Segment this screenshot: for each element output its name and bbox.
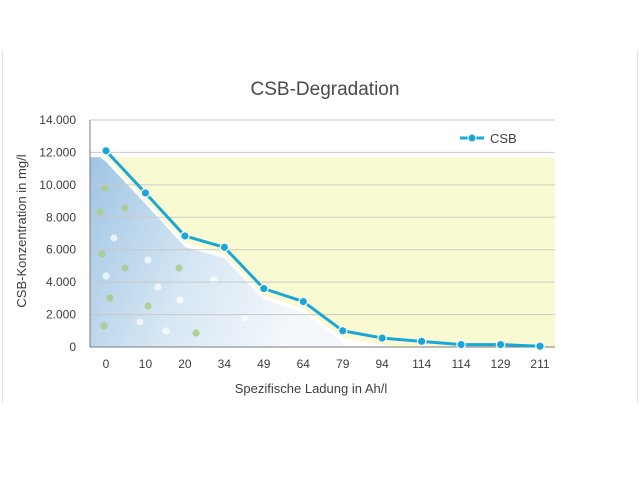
- bubble-7: [175, 264, 183, 272]
- x-tick-label: 49: [257, 357, 271, 371]
- y-tick-label: 14.000: [39, 113, 76, 127]
- y-tick-label: 0: [69, 340, 76, 354]
- x-axis-label: Spezifische Ladung in Ah/l: [235, 381, 388, 396]
- bubble-5: [144, 256, 152, 264]
- bubble-12: [176, 296, 184, 304]
- legend: CSB: [460, 131, 517, 146]
- data-point: [180, 231, 190, 241]
- x-tick-label: 114: [412, 357, 431, 371]
- bubble-1: [96, 208, 104, 216]
- gridlines: [90, 119, 555, 316]
- bubble-9: [154, 283, 162, 291]
- y-tick-label: 2.000: [46, 308, 76, 322]
- x-tick-label: 10: [139, 357, 153, 371]
- frame-left-border: [2, 50, 3, 402]
- data-point: [535, 341, 545, 351]
- y-tick-labels: 0 2.000 4.000 6.000 8.000 10.000 12.000 14.000: [39, 113, 76, 354]
- data-point: [337, 325, 348, 336]
- bubble-16: [162, 327, 170, 335]
- y-tick-label: 4.000: [46, 275, 76, 289]
- legend-label-csb: CSB: [490, 131, 517, 146]
- bubble-10: [106, 294, 114, 302]
- y-tick-label: 10.000: [39, 178, 76, 192]
- x-tick-label: 34: [218, 357, 232, 371]
- legend-marker-csb: [467, 133, 477, 143]
- bubble-3: [110, 234, 118, 242]
- y-tick-label: 8.000: [46, 210, 76, 224]
- x-tick-label: 20: [178, 357, 192, 371]
- y-tick-label: 6.000: [46, 243, 76, 257]
- bubble-8: [102, 272, 110, 280]
- series-line-csb: [104, 149, 542, 348]
- bubble-14: [100, 322, 108, 330]
- axes: [89, 120, 555, 348]
- bubble-6: [121, 264, 129, 272]
- data-point: [219, 242, 230, 253]
- data-point: [140, 188, 151, 198]
- background-areas: [90, 157, 555, 354]
- frame-right-border: [637, 50, 638, 402]
- bubble-0: [101, 184, 109, 192]
- x-tick-label: 79: [336, 357, 350, 371]
- x-tick-label: 64: [297, 357, 311, 371]
- bubble-18: [241, 314, 249, 322]
- chart-frame: [0, 50, 640, 402]
- data-point: [495, 339, 506, 350]
- x-tick-label: 0: [103, 357, 110, 371]
- data-point: [416, 336, 427, 347]
- series-csb: [101, 146, 545, 351]
- data-point: [456, 339, 466, 350]
- x-tick-label: 94: [376, 357, 390, 371]
- y-tick-label: 12.000: [39, 145, 76, 159]
- data-point: [259, 283, 269, 294]
- chart-title: CSB-Degradation: [251, 79, 400, 100]
- bubble-13: [136, 318, 144, 326]
- bubble-11: [144, 302, 152, 310]
- data-point: [377, 333, 387, 343]
- data-point: [101, 146, 111, 156]
- x-tick-labels: 0 10 20 34 49 64 79 94 114 114 129 211: [103, 357, 550, 371]
- bubble-2: [121, 204, 129, 212]
- y-axis-label: CSB-Konzentration in mg/l: [14, 154, 29, 307]
- bubble-4: [98, 250, 106, 258]
- data-point: [298, 296, 309, 307]
- blue-area: [90, 157, 343, 347]
- x-tick-label: 211: [530, 357, 549, 371]
- bubble-15: [192, 329, 200, 337]
- x-tick-label: 114: [452, 357, 471, 371]
- x-tick-label: 129: [491, 357, 511, 371]
